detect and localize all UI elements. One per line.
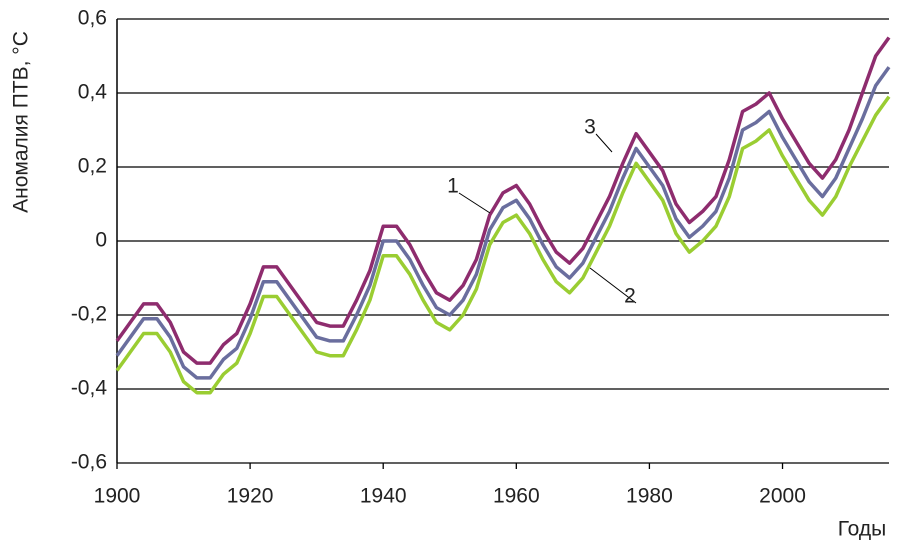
series-line <box>115 95 891 395</box>
series-label: 1 <box>447 175 459 198</box>
x-tick-label: 1940 <box>360 485 407 508</box>
y-tick-label: -0,4 <box>71 377 108 400</box>
y-tick-label: -0,6 <box>71 451 107 474</box>
x-tick-label: 1900 <box>94 485 141 508</box>
y-axis-label: Аномалия ПТВ, °С <box>10 31 33 213</box>
leader-line <box>589 267 637 304</box>
y-tick-label: 0 <box>95 229 107 252</box>
x-tick-label: 2000 <box>759 485 806 508</box>
x-axis-label: Годы <box>838 518 887 541</box>
x-tick-label: 1960 <box>493 485 540 508</box>
series-line <box>115 66 891 380</box>
y-tick-label: 0,6 <box>78 7 107 30</box>
y-tick-label: -0,2 <box>71 303 107 326</box>
leader-line <box>595 133 613 153</box>
leader-line <box>458 192 491 214</box>
x-tick-label: 1920 <box>227 485 274 508</box>
series-label: 2 <box>624 285 636 308</box>
series-line <box>115 36 891 365</box>
x-tick-label: 1980 <box>626 485 673 508</box>
series-label: 3 <box>584 116 596 139</box>
y-tick-label: 0,2 <box>78 155 107 178</box>
y-tick-label: 0,4 <box>78 81 108 104</box>
